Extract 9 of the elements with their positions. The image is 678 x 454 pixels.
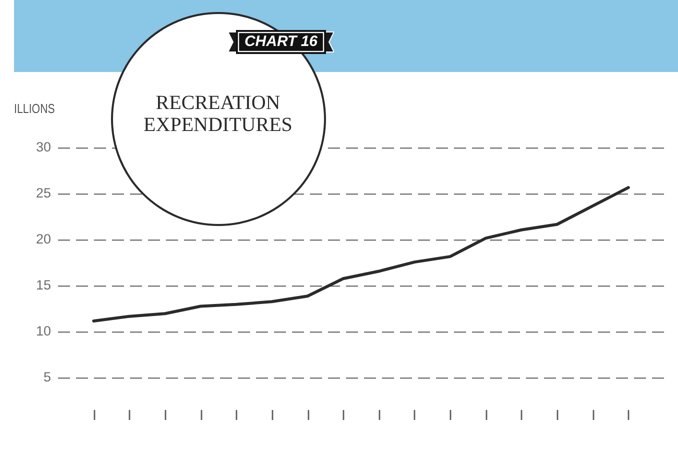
y-axis-title: ILLIONS xyxy=(14,101,55,117)
y-tick-label: 15 xyxy=(36,278,51,293)
y-tick-label: 10 xyxy=(36,324,51,339)
caption: CHART 16 xyxy=(236,32,326,52)
y-tick-label: 30 xyxy=(36,140,51,155)
y-tick-label: 5 xyxy=(43,370,51,385)
chart-title: RECREATION EXPENDITURES xyxy=(142,92,294,136)
y-tick-label: 20 xyxy=(36,232,51,247)
y-tick-label: 25 xyxy=(36,186,51,201)
